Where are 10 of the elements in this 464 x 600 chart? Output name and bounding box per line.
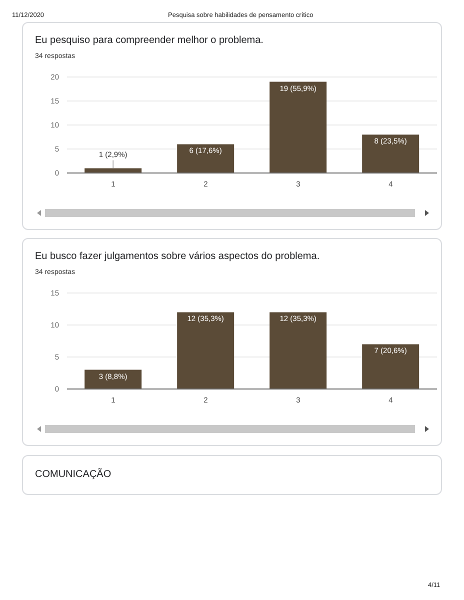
bar (177, 312, 234, 389)
bar (270, 82, 327, 173)
bar (362, 344, 420, 389)
chart-title: Eu busco fazer julgamentos sobre vários aspectos do problema. (35, 251, 320, 262)
bar (84, 168, 142, 173)
text: COMUNICAÇÃO (35, 469, 112, 480)
bar (362, 134, 420, 173)
chart-title: Eu pesquiso para compreender melhor o problema. (35, 35, 264, 46)
bar (177, 144, 234, 173)
bar (270, 312, 327, 389)
